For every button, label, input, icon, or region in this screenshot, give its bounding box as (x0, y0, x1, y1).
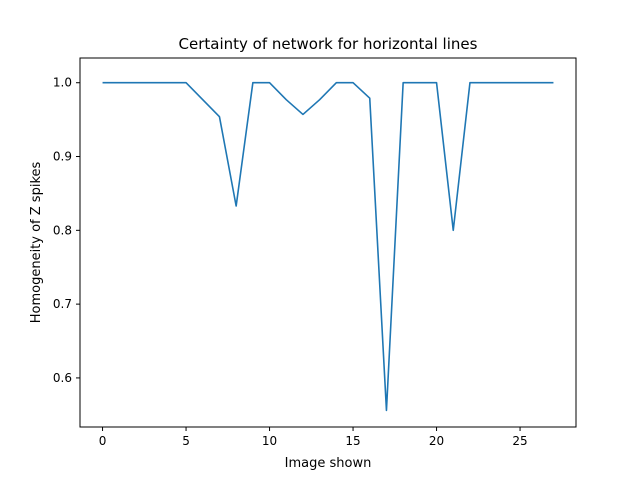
y-tick-label: 0.8 (53, 223, 72, 237)
y-tick-label: 0.6 (53, 371, 72, 385)
plot-area (102, 81, 554, 412)
x-tick-label: 15 (345, 434, 360, 448)
y-tick-label: 0.9 (53, 150, 72, 164)
chart-title: Certainty of network for horizontal line… (179, 35, 478, 53)
x-axis-label: Image shown (285, 456, 372, 471)
y-axis: 0.6 0.7 0.8 0.9 1.0 (53, 76, 80, 385)
x-tick-label: 5 (182, 434, 190, 448)
x-tick-label: 25 (512, 434, 527, 448)
y-tick-label: 0.7 (53, 297, 72, 311)
x-tick-label: 20 (429, 434, 444, 448)
y-axis-label: Homogeneity of Z spikes (29, 162, 44, 324)
plot-frame (79, 57, 577, 428)
x-tick-label: 0 (99, 434, 107, 448)
x-axis: 0 5 10 15 20 25 (99, 427, 528, 448)
x-tick-label: 10 (262, 434, 277, 448)
y-tick-label: 1.0 (53, 76, 72, 90)
series-line-0 (102, 81, 554, 412)
